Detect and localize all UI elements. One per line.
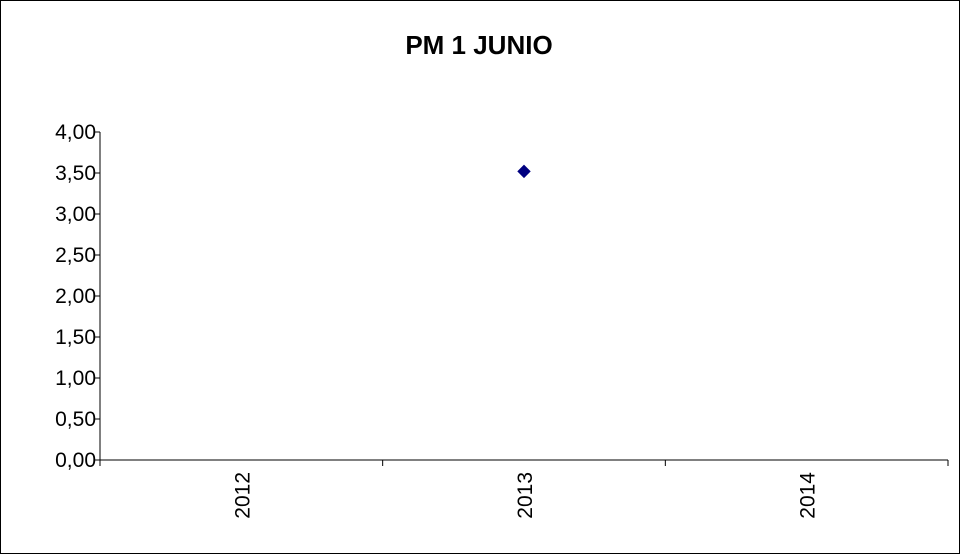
data-point: [517, 164, 531, 179]
chart-title: PM 1 JUNIO: [405, 30, 553, 60]
y-axis-ticks: 0,00 0,50 1,00 1,50 2,00 2,50 3,00 3,50 4,00: [55, 121, 100, 472]
data-points: [517, 164, 531, 179]
y-tick-label: 2,50: [55, 244, 96, 267]
axes: [99, 132, 948, 461]
y-tick-label: 0,00: [55, 449, 96, 472]
x-tick-label: 2013: [514, 472, 537, 519]
y-tick-label: 1,00: [55, 367, 96, 390]
y-tick-label: 4,00: [55, 121, 96, 144]
y-tick-label: 3,00: [55, 203, 96, 226]
y-tick-label: 0,50: [55, 408, 96, 431]
x-axis-ticks: 2012 2013 2014: [99, 460, 949, 519]
y-tick-label: 1,50: [55, 326, 96, 349]
y-tick-label: 2,00: [55, 285, 96, 308]
x-tick-label: 2014: [797, 472, 820, 519]
y-tick-label: 3,50: [55, 162, 96, 185]
x-tick-label: 2012: [231, 472, 254, 519]
